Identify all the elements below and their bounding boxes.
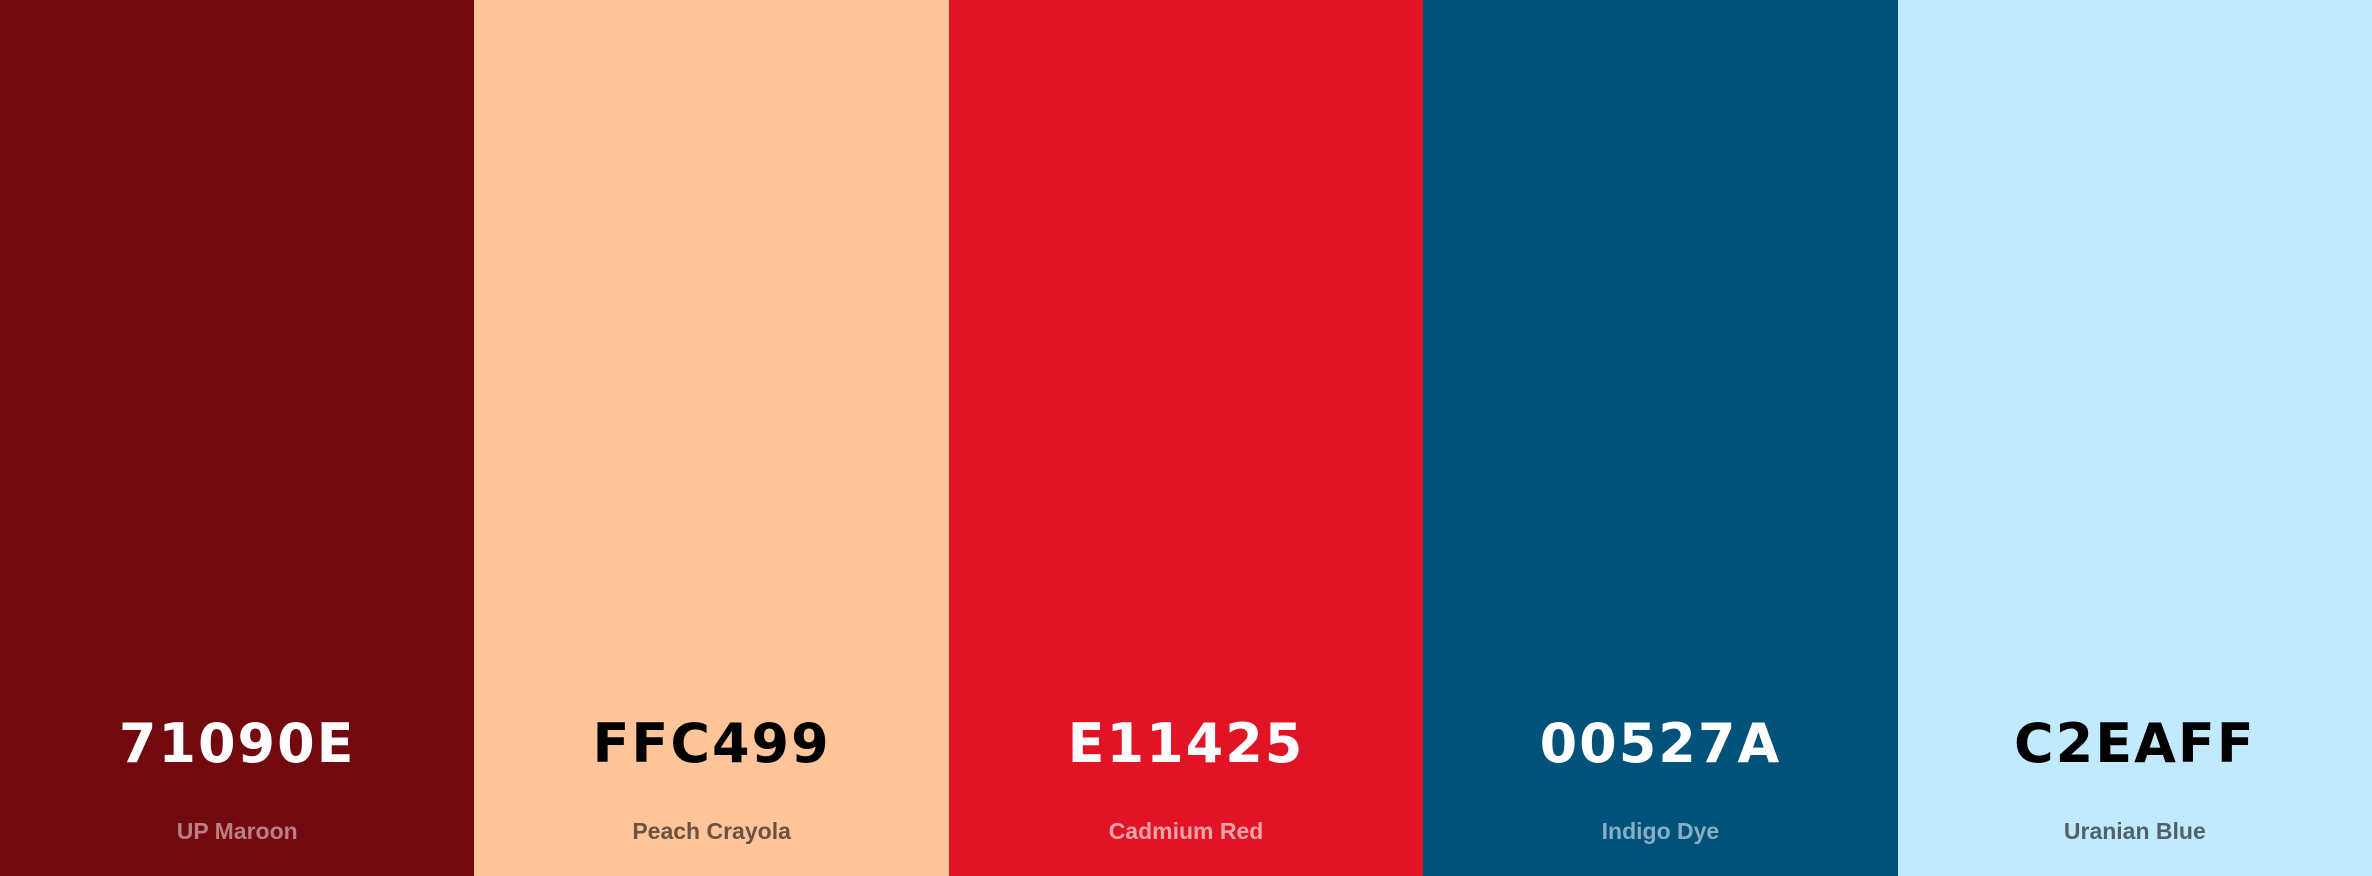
swatch-color-name: Indigo Dye xyxy=(1601,818,1720,844)
swatch-color-name: Uranian Blue xyxy=(2063,818,2206,844)
swatch-hex-code[interactable]: 00527A xyxy=(1539,712,1782,775)
swatch-hex-code[interactable]: C2EAFF xyxy=(2013,712,2256,775)
swatch-cadmium-red[interactable]: E11425 Cadmium Red xyxy=(948,0,1424,876)
swatch-peach-crayola[interactable]: FFC499 Peach Crayola xyxy=(474,0,949,876)
swatch-uranian-blue[interactable]: C2EAFF Uranian Blue xyxy=(1897,0,2372,876)
swatch-color-name: Peach Crayola xyxy=(632,818,791,844)
swatch-color-name: Cadmium Red xyxy=(1108,818,1264,844)
swatch-hex-code[interactable]: 71090E xyxy=(118,712,356,775)
swatch-up-maroon[interactable]: 71090E UP Maroon xyxy=(0,0,475,876)
swatch-color-name: UP Maroon xyxy=(176,818,298,844)
swatch-hex-code[interactable]: E11425 xyxy=(1067,712,1305,775)
swatch-hex-code[interactable]: FFC499 xyxy=(592,712,831,775)
swatch-indigo-dye[interactable]: 00527A Indigo Dye xyxy=(1423,0,1898,876)
